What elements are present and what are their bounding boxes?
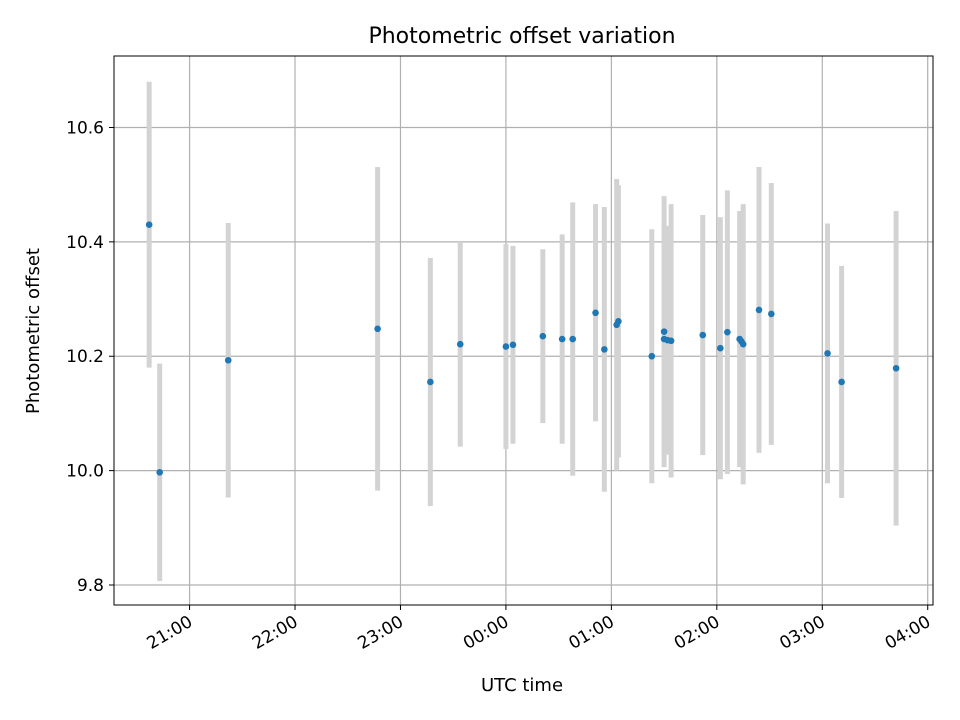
x-tick-label: 03:00 — [776, 612, 828, 654]
data-point — [838, 378, 845, 386]
data-points — [145, 221, 900, 476]
y-axis-ticks: 9.8 10.0 10.2 10.4 10.6 — [66, 118, 114, 596]
data-point — [539, 332, 547, 340]
data-point — [768, 310, 775, 318]
data-point — [699, 331, 707, 339]
x-tick-label: 23:00 — [355, 612, 407, 654]
data-point — [502, 343, 510, 350]
data-point — [592, 309, 599, 317]
data-point — [224, 356, 232, 364]
data-point — [667, 337, 675, 345]
data-point — [156, 469, 163, 476]
data-point — [739, 340, 747, 348]
x-tick-label: 21:00 — [144, 612, 196, 654]
x-tick-label: 01:00 — [565, 612, 617, 654]
plot-frame — [113, 55, 934, 606]
data-point — [892, 364, 900, 372]
y-tick-label: 10.6 — [66, 118, 104, 138]
chart-title: Photometric offset variation — [368, 24, 675, 49]
grid-lines — [114, 56, 933, 605]
x-tick-label: 04:00 — [882, 612, 934, 654]
data-point — [615, 318, 622, 325]
y-tick-label: 10.2 — [66, 347, 104, 367]
x-tick-label: 22:00 — [249, 612, 301, 654]
x-axis-ticks: 21:00 22:00 23:00 00:00 01:00 02:00 03:00 04:00 — [144, 605, 934, 654]
data-point — [427, 378, 434, 386]
data-point — [569, 335, 577, 343]
data-point — [660, 328, 668, 335]
x-tick-label: 02:00 — [671, 612, 723, 654]
data-point — [509, 341, 517, 349]
data-point — [456, 340, 464, 348]
data-point — [374, 325, 381, 333]
x-tick-label: 00:00 — [460, 612, 512, 654]
data-point — [717, 344, 724, 352]
x-axis-label: UTC time — [481, 675, 563, 696]
y-tick-label: 10.0 — [66, 462, 104, 482]
y-tick-label: 9.8 — [77, 576, 104, 596]
data-point — [601, 346, 608, 353]
data-point — [824, 350, 831, 357]
y-axis-label: Photometric offset — [23, 248, 44, 414]
data-point — [755, 306, 763, 314]
error-bars — [146, 81, 899, 581]
y-tick-label: 10.4 — [66, 233, 104, 253]
data-point — [648, 352, 656, 360]
data-point — [145, 221, 153, 229]
data-point — [724, 328, 731, 336]
data-point — [558, 335, 566, 343]
